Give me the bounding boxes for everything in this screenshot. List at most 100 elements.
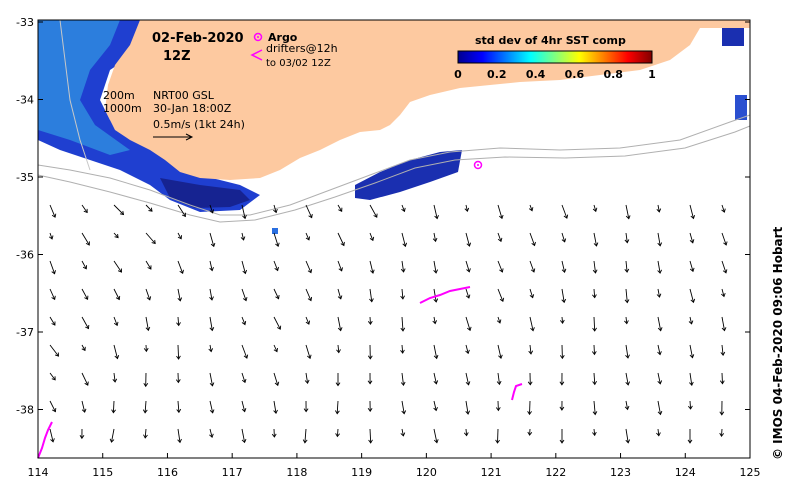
current-vector-head [688, 320, 694, 325]
current-vector-head [51, 270, 56, 275]
current-vector-head [495, 439, 500, 444]
current-vector [593, 428, 596, 436]
current-vector-head [657, 410, 663, 416]
current-vector-head [208, 348, 214, 353]
x-tick-label: 121 [481, 466, 502, 479]
drifter-track [419, 286, 471, 304]
current-vector [49, 428, 54, 442]
current-vector-head [688, 405, 693, 410]
current-vector-head [242, 296, 248, 302]
current-vector [49, 204, 56, 218]
current-vector [657, 204, 660, 212]
current-vector-head [274, 381, 280, 387]
current-vector-head [433, 380, 439, 385]
current-vector-head [209, 433, 214, 438]
current-vector-head [499, 214, 504, 220]
current-vector-head [400, 327, 406, 332]
x-tick-label: 125 [740, 466, 761, 479]
current-vector [593, 288, 596, 298]
current-vector-head [592, 207, 598, 213]
current-vector [433, 344, 438, 359]
current-vector-head [176, 322, 181, 327]
colorbar-tick-label: 0.8 [603, 68, 623, 81]
current-vector [593, 232, 597, 246]
sst-patch [722, 28, 744, 46]
current-vector [689, 288, 694, 303]
current-vector [497, 232, 502, 242]
current-vector [273, 260, 279, 271]
current-vector-head [719, 380, 725, 385]
current-vector [305, 232, 310, 241]
current-vector [721, 344, 724, 356]
current-vector-head [143, 434, 148, 439]
current-vector-head [145, 326, 151, 332]
current-vector-head [210, 242, 216, 248]
current-vector-head [276, 325, 282, 330]
current-vector-head [689, 239, 695, 244]
current-vector-head [527, 411, 532, 416]
current-vector [689, 344, 693, 358]
current-vector-head [719, 411, 725, 416]
current-vector-head [499, 297, 505, 303]
current-vector [305, 260, 312, 273]
current-vector-head [687, 439, 693, 444]
current-vector-head [466, 268, 471, 273]
current-vector [465, 232, 470, 247]
current-vector [336, 400, 339, 414]
x-tick-label: 118 [286, 466, 307, 479]
current-vector [177, 428, 181, 443]
current-vector-head [401, 207, 406, 213]
current-vector-head [117, 268, 122, 273]
current-vector-head [433, 354, 439, 360]
current-vector-head [143, 347, 149, 353]
current-vector [49, 288, 56, 300]
current-vector-head [690, 214, 696, 220]
x-axis: 114 115 116 117 118 119 120 121 122 123 124 125 [28, 453, 761, 479]
credit-text: © IMOS 04-Feb-2020 09:06 Hobart [771, 226, 785, 460]
current-vector [721, 428, 723, 437]
y-axis: -33 -34 -35 -36 -37 -38 [16, 16, 750, 417]
y-tick-label: -34 [16, 94, 34, 107]
current-vector-head [82, 265, 88, 270]
current-vector-head [656, 432, 661, 437]
current-vector [273, 232, 279, 247]
current-vector [465, 428, 468, 436]
current-vector [401, 232, 406, 247]
isobath-canyon [59, 19, 91, 171]
current-vector-head [561, 238, 567, 243]
current-vector-head [559, 439, 565, 444]
current-vector-head [721, 292, 726, 298]
current-vector [529, 344, 532, 354]
sst-swath-west-dark [160, 178, 250, 208]
current-vector [657, 260, 661, 274]
current-vector [177, 400, 180, 413]
current-vector [401, 288, 404, 299]
current-vector-head [50, 438, 55, 443]
current-vector-head [241, 438, 247, 444]
current-vector-head [112, 378, 118, 383]
current-vector [689, 232, 694, 243]
contour-200m-label: 200m [103, 89, 135, 102]
current-vector [625, 316, 628, 324]
current-vector-head [305, 320, 311, 325]
current-vector-head [400, 268, 406, 273]
current-vector-head [592, 411, 598, 416]
current-vector-head [305, 236, 311, 241]
current-vector [209, 428, 213, 438]
current-vector [401, 400, 405, 414]
current-vector [112, 400, 115, 413]
current-vector [721, 372, 723, 384]
current-vector [529, 288, 534, 298]
current-vector-head [307, 269, 313, 274]
current-vector-head [530, 327, 535, 332]
current-vector [113, 288, 120, 300]
current-vector [529, 400, 531, 415]
current-vector-head [303, 408, 309, 413]
current-vector [433, 232, 437, 242]
isobath-1000m [37, 125, 751, 223]
current-vector-head [367, 380, 373, 385]
current-vector-head [625, 215, 631, 220]
current-vector-head [307, 296, 313, 302]
current-vector [145, 316, 149, 331]
current-vector [369, 204, 378, 218]
